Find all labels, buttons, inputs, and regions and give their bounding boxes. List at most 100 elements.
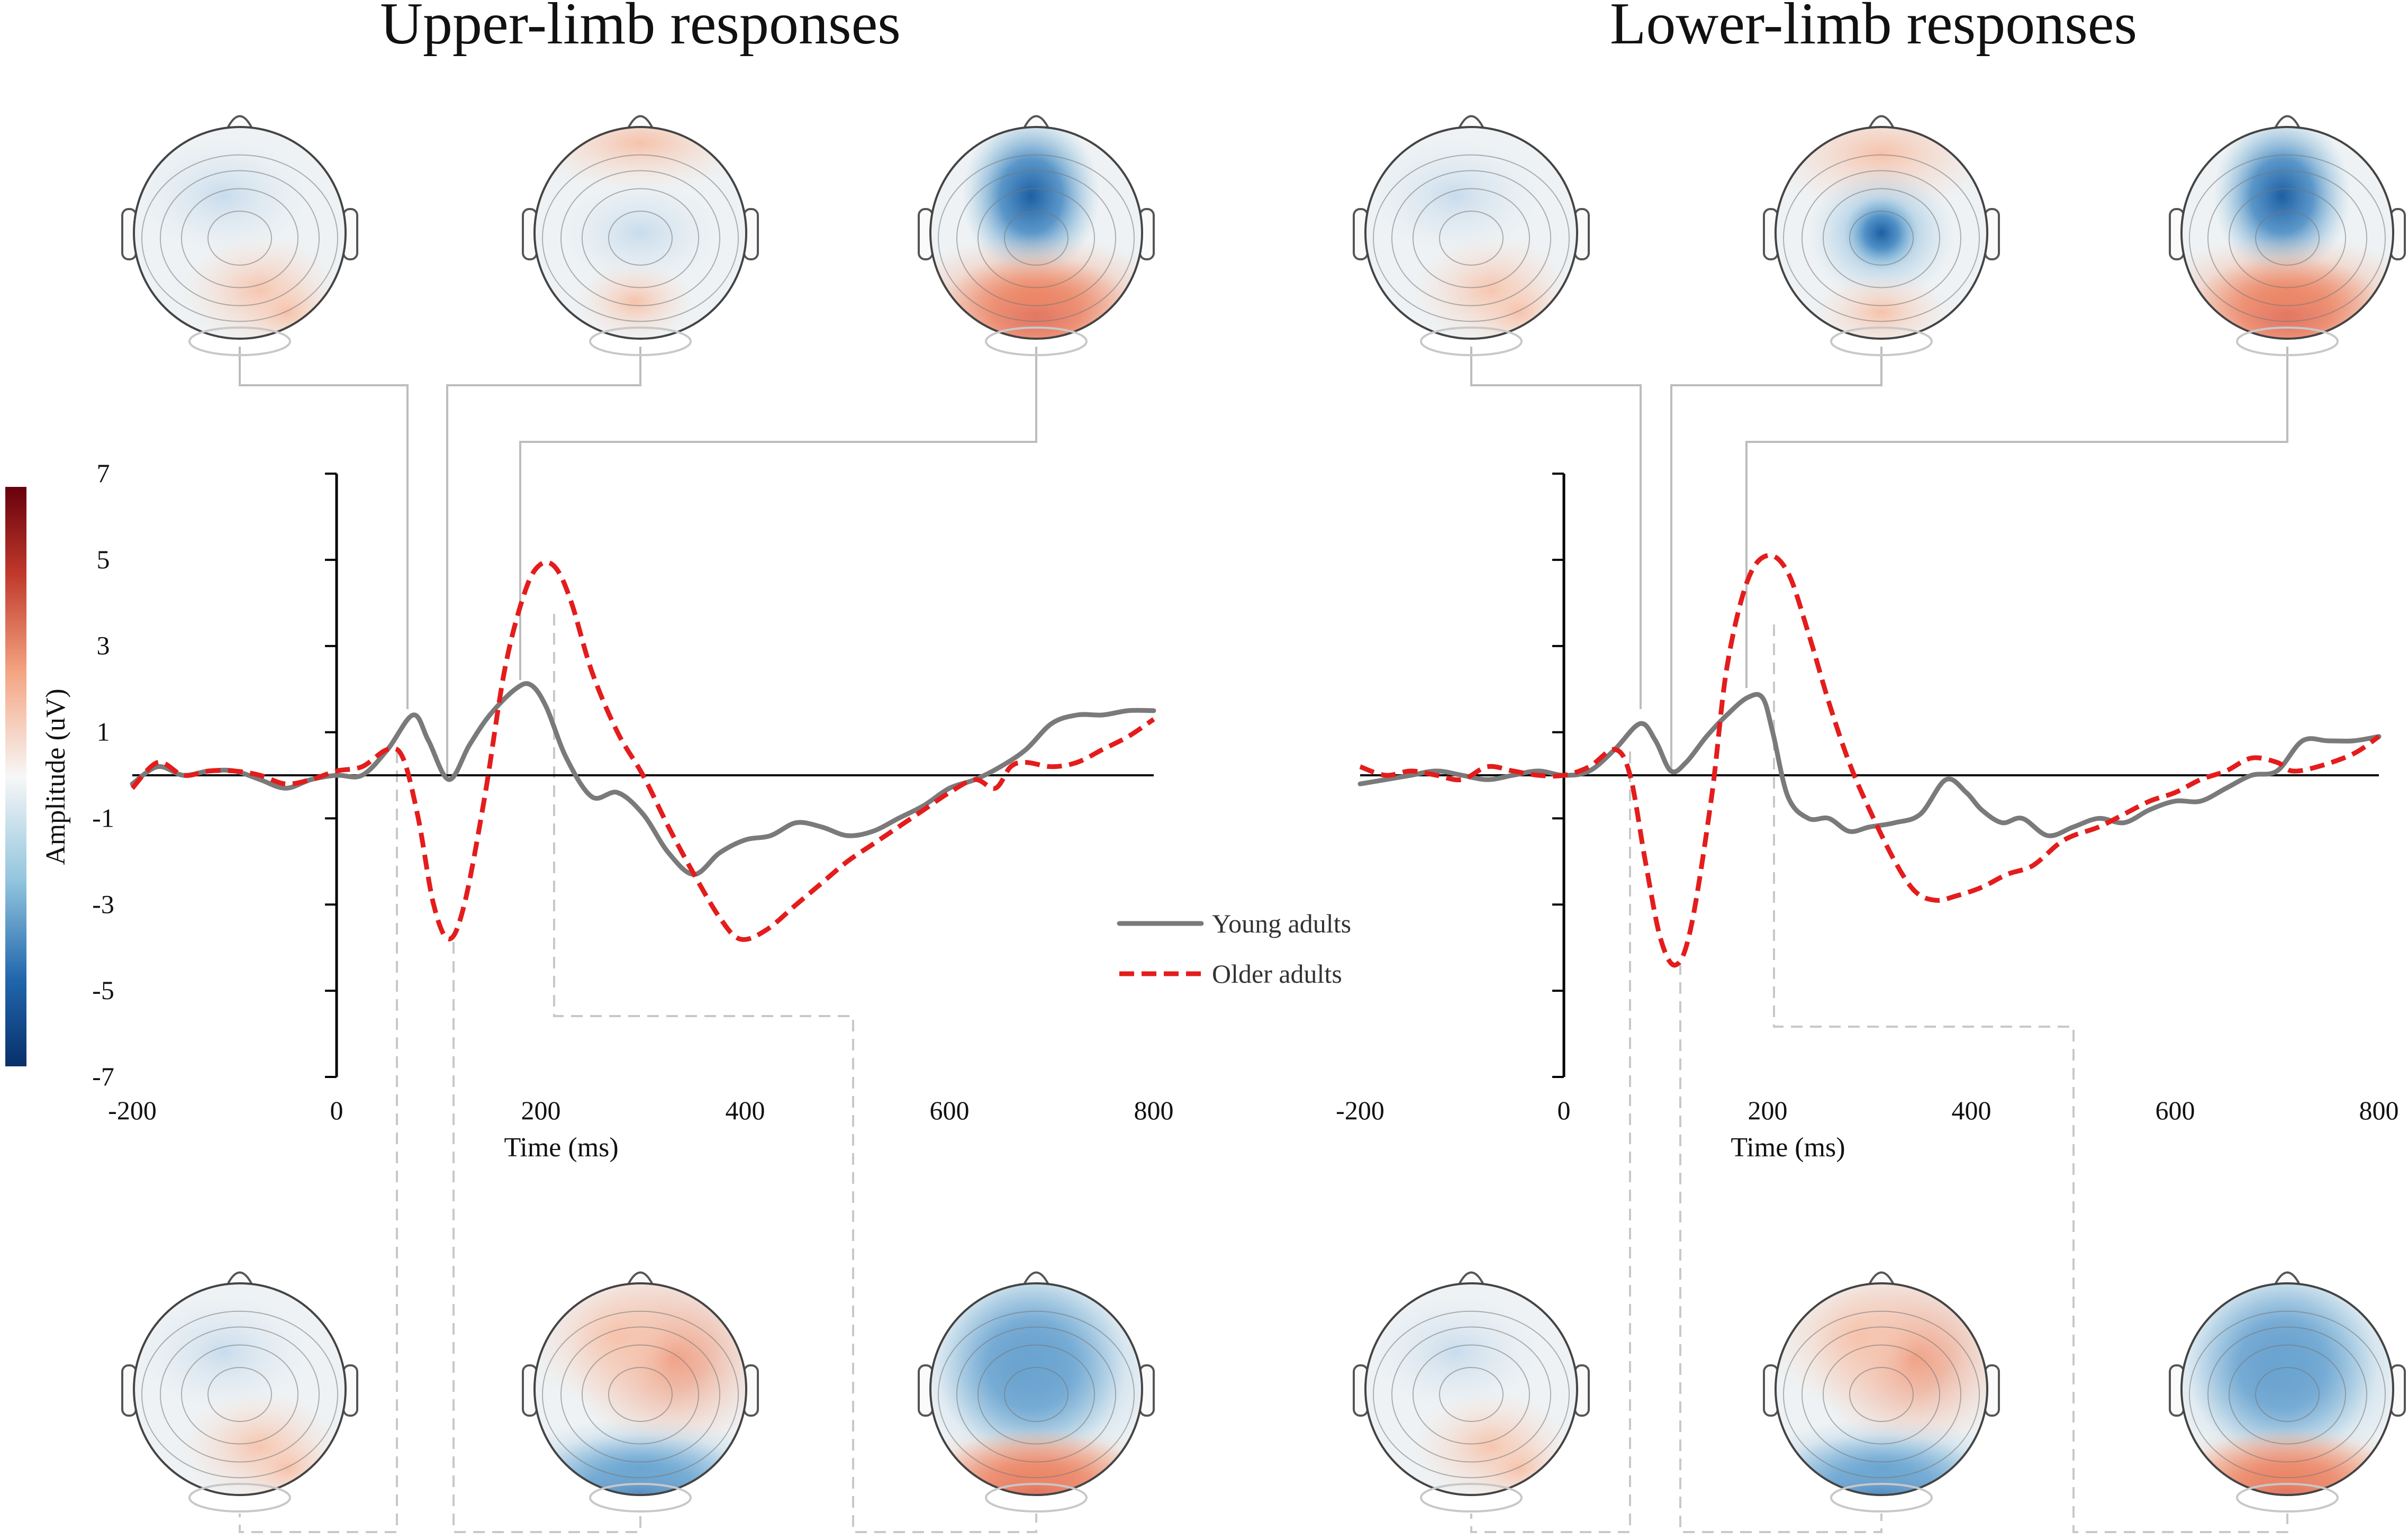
contour-line xyxy=(2207,1326,2367,1463)
scalp-topomap xyxy=(1763,1271,2000,1512)
colorbar-label: Amplitude (uV) xyxy=(41,689,71,865)
potential-region xyxy=(930,1283,1142,1476)
contour-line xyxy=(1373,1310,1570,1479)
potential-region xyxy=(2181,1426,2393,1495)
scalp-topomap xyxy=(1353,115,1590,356)
connector-upper-older-2 xyxy=(452,942,641,1533)
potential-region xyxy=(2213,127,2351,278)
contour-line xyxy=(956,1326,1116,1463)
contour-line xyxy=(2229,1344,2346,1445)
contour-line xyxy=(977,188,1095,288)
connector-upper-young-2 xyxy=(446,347,641,778)
connector-upper-young-3 xyxy=(519,347,1037,680)
head-outline xyxy=(1364,126,1578,340)
connector-lower-young-3 xyxy=(1745,347,2288,688)
contour-line xyxy=(141,1310,338,1479)
colorbar-tick-label: -5 xyxy=(92,975,114,1005)
connector-lower-older-2 xyxy=(1679,963,1882,1533)
x-tick-label: 800 xyxy=(1134,1095,1174,1125)
scalp-topomap xyxy=(1353,1271,1590,1512)
topomaps xyxy=(121,115,2406,1512)
x-tick-label: 200 xyxy=(1748,1095,1788,1125)
x-tick-label: 600 xyxy=(2156,1095,2195,1125)
neck-outline xyxy=(1420,1483,1523,1512)
neck-outline xyxy=(188,327,291,356)
neck-outline xyxy=(2236,327,2339,356)
contour-line xyxy=(1849,211,1914,266)
head-outline xyxy=(1775,126,1988,340)
x-tick-label: 400 xyxy=(726,1095,765,1125)
scalp-topomap xyxy=(522,1271,759,1512)
x-tick-label: -200 xyxy=(108,1095,157,1125)
neck-outline xyxy=(1830,327,1933,356)
contour-line xyxy=(1373,154,1570,322)
contour-line xyxy=(160,170,320,306)
contour-line xyxy=(582,1344,699,1445)
legend: Young adults Older adults xyxy=(1117,909,1351,989)
scalp-topomap xyxy=(1763,115,2000,356)
x-axis-label: Time (ms) xyxy=(504,1133,618,1163)
scalp-topomap xyxy=(2169,115,2406,356)
x-tick-label: 0 xyxy=(1558,1095,1571,1125)
connector-lower-young-1 xyxy=(1470,347,1642,709)
contour-line xyxy=(1004,211,1069,266)
potential-region xyxy=(1813,273,1950,339)
colorbar-tick-label: 3 xyxy=(97,631,110,660)
topomap-connectors xyxy=(239,347,2288,1533)
potential-region xyxy=(930,1426,1142,1495)
contour-line xyxy=(1413,1344,1530,1445)
title-lower-limb: Lower-limb responses xyxy=(1610,0,2137,57)
colorbar-ticks: 7 5 3 1 -1 -3 -5 -7 xyxy=(92,458,114,1091)
legend-young-label: Young adults xyxy=(1212,909,1351,938)
x-axis-label: Time (ms) xyxy=(1731,1133,1845,1163)
connector-lower-young-2 xyxy=(1670,347,1882,773)
contour-line xyxy=(560,170,720,306)
potential-region xyxy=(139,138,309,254)
scalp-topomap xyxy=(918,1271,1155,1512)
scalp-topomap xyxy=(121,115,358,356)
potential-region xyxy=(2181,1283,2393,1476)
neck-outline xyxy=(188,1483,291,1512)
contour-line xyxy=(141,154,338,322)
colorbar-tick-label: -1 xyxy=(92,803,114,832)
scalp-topomap xyxy=(121,1271,358,1512)
potential-region xyxy=(535,127,746,191)
contour-line xyxy=(1439,1367,1504,1422)
contour-line xyxy=(608,1367,673,1422)
head-outline xyxy=(2180,1282,2394,1496)
contour-line xyxy=(1004,1367,1069,1422)
head-outline xyxy=(133,126,347,340)
scalp-topomap xyxy=(2169,1271,2406,1512)
contour-line xyxy=(938,154,1135,322)
connector-upper-older-3 xyxy=(553,614,1037,1533)
contour-line xyxy=(1391,170,1551,306)
contour-line xyxy=(1439,211,1504,266)
colorbar-tick-label: -3 xyxy=(92,889,114,919)
contour-line xyxy=(2189,1310,2386,1479)
series-older-adults xyxy=(1359,552,2380,968)
head-outline xyxy=(1775,1282,1988,1496)
head-outline xyxy=(533,126,747,340)
contour-line xyxy=(160,1326,320,1463)
contour-line xyxy=(1849,1367,1914,1422)
head-outline xyxy=(929,126,1143,340)
potential-region xyxy=(1371,138,1540,254)
contour-line xyxy=(542,1310,739,1479)
colorbar: Amplitude (uV) xyxy=(5,487,71,1066)
potential-region xyxy=(1371,1294,1540,1410)
contour-line xyxy=(2207,170,2367,306)
head-outline xyxy=(2180,126,2394,340)
neck-outline xyxy=(985,1483,1088,1512)
contour-line xyxy=(1413,188,1530,288)
neck-outline xyxy=(1420,327,1523,356)
potential-region xyxy=(962,127,1100,278)
head-outline xyxy=(133,1282,347,1496)
potential-region xyxy=(139,1294,309,1410)
contour-line xyxy=(560,1326,720,1463)
contour-line xyxy=(1802,170,1961,306)
x-tick-label: 800 xyxy=(2359,1095,2399,1125)
head-outline xyxy=(533,1282,747,1496)
x-tick-label: -200 xyxy=(1336,1095,1384,1125)
scalp-topomap xyxy=(522,115,759,356)
contour-line xyxy=(2255,211,2320,266)
